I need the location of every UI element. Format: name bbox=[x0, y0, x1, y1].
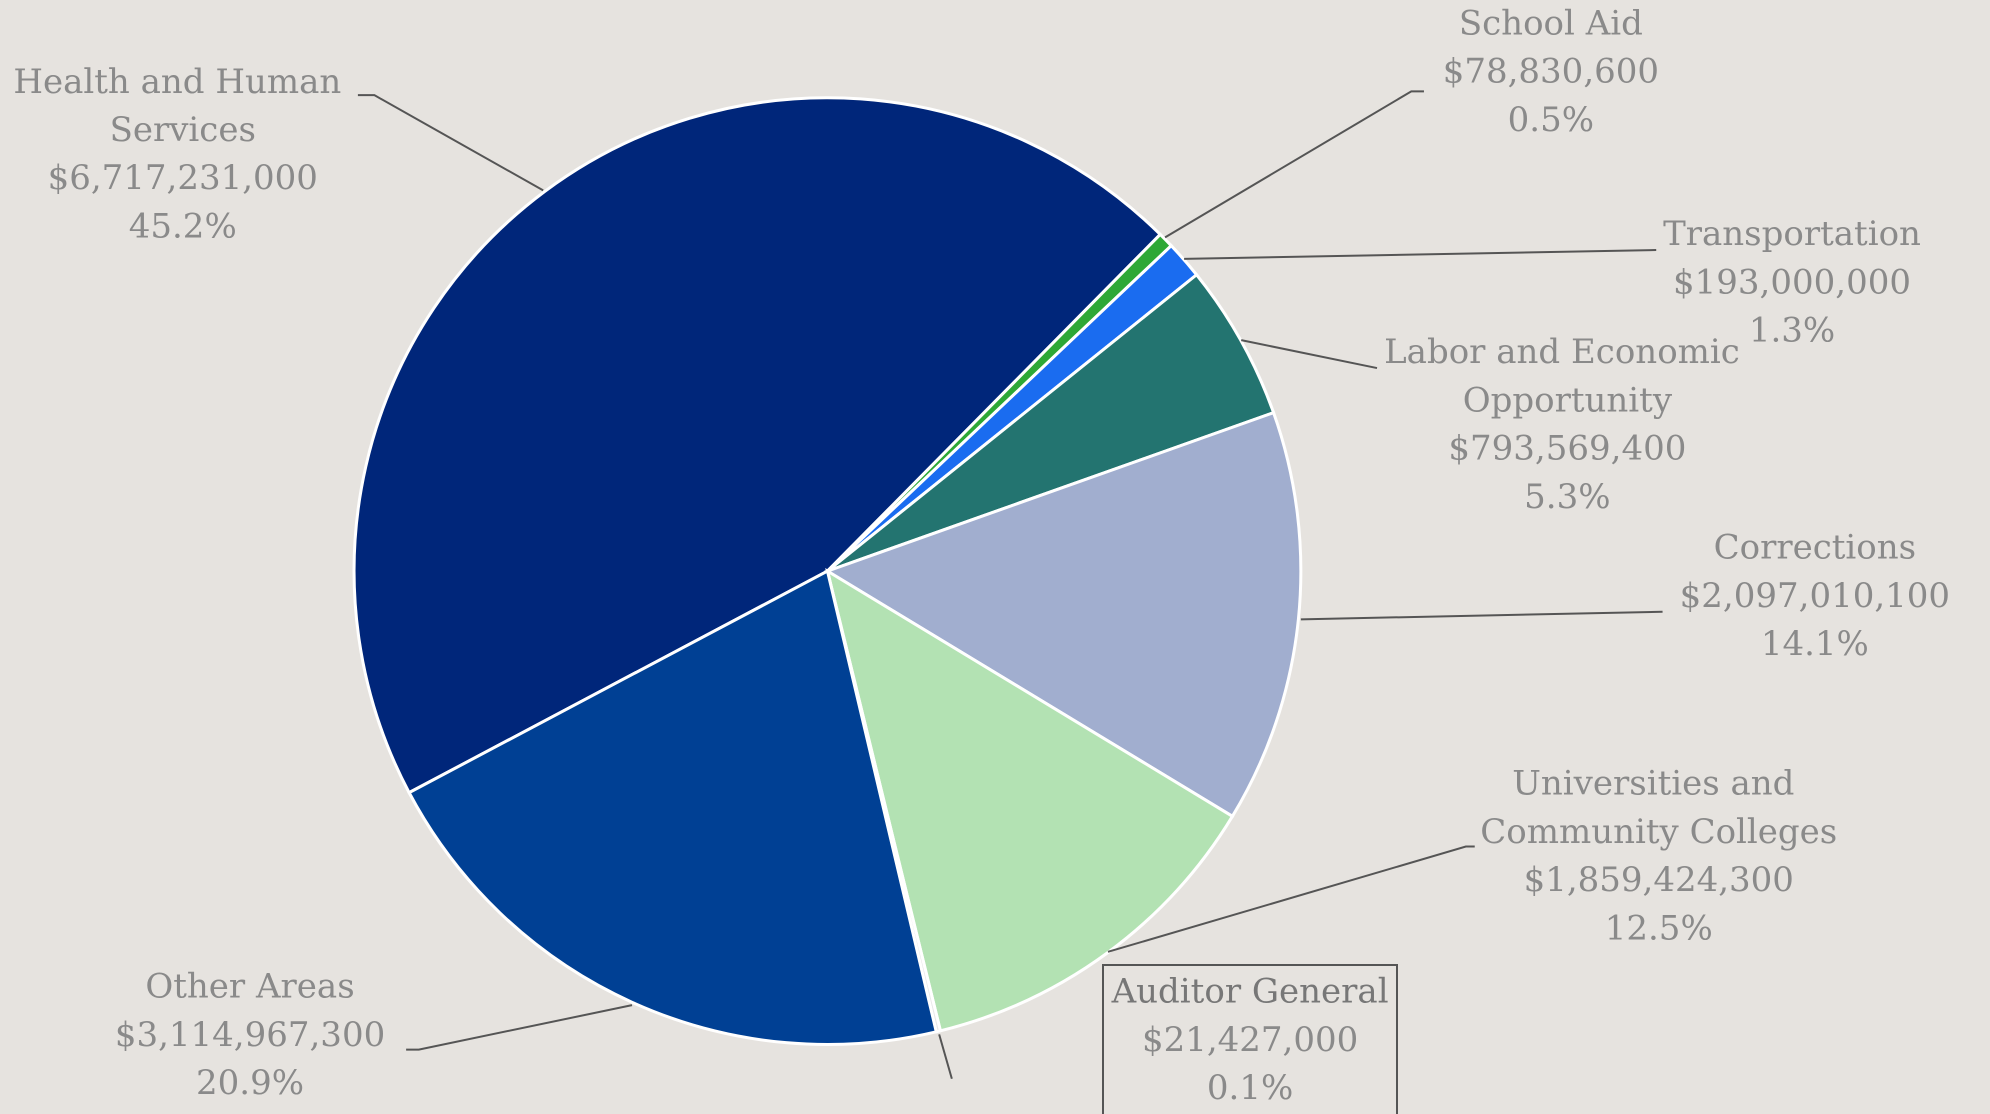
slice-name: Health and Human Services bbox=[13, 62, 352, 150]
slice-name: Universities and Community Colleges bbox=[1480, 764, 1837, 852]
percent-label: 12.5% bbox=[1605, 908, 1713, 948]
leader-line bbox=[406, 1004, 633, 1051]
leader-line bbox=[1241, 339, 1378, 370]
leader-line bbox=[1300, 610, 1663, 621]
slice-name: Auditor General bbox=[1111, 972, 1389, 1012]
percent-label: 0.1% bbox=[1207, 1068, 1293, 1108]
pie-slice bbox=[407, 568, 939, 1046]
leader-line bbox=[357, 94, 544, 192]
value-label: $21,427,000 bbox=[1142, 1020, 1358, 1060]
percent-label: 1.3% bbox=[1749, 311, 1835, 351]
percent-label: 14.1% bbox=[1761, 624, 1869, 664]
value-label: $193,000,000 bbox=[1673, 262, 1911, 302]
leader-line bbox=[1107, 845, 1475, 953]
slice-name: Transportation bbox=[1663, 214, 1921, 254]
percent-label: 0.5% bbox=[1508, 100, 1594, 140]
leader-line bbox=[1164, 90, 1424, 239]
leader-line bbox=[938, 1034, 953, 1080]
percent-label: 5.3% bbox=[1524, 477, 1610, 517]
percent-label: 20.9% bbox=[196, 1063, 304, 1103]
value-label: $2,097,010,100 bbox=[1680, 576, 1950, 616]
value-label: $3,114,967,300 bbox=[115, 1015, 385, 1055]
slice-name: Corrections bbox=[1714, 528, 1917, 568]
value-label: $793,569,400 bbox=[1448, 429, 1686, 469]
pie-slice bbox=[352, 96, 1163, 795]
slice-name: School Aid bbox=[1459, 3, 1643, 43]
value-label: $78,830,600 bbox=[1443, 52, 1659, 92]
slice-name: Labor and Economic Opportunity bbox=[1384, 332, 1751, 420]
label-box bbox=[1102, 964, 1398, 1114]
pie-slice bbox=[826, 272, 1276, 573]
leader-line bbox=[1184, 249, 1657, 260]
percent-label: 45.2% bbox=[129, 206, 237, 246]
slice-name: Other Areas bbox=[145, 967, 354, 1007]
pie-slice bbox=[823, 410, 1303, 819]
value-label: $1,859,424,300 bbox=[1524, 860, 1794, 900]
pie-slice bbox=[825, 567, 1235, 1033]
value-label: $6,717,231,000 bbox=[48, 158, 318, 198]
